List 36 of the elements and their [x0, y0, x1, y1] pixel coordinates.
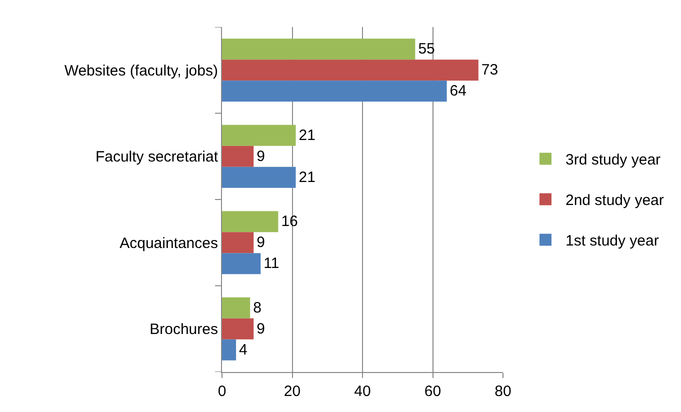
x-tick-label: 60 [424, 383, 442, 400]
data-label: 8 [253, 299, 262, 316]
bar [222, 318, 254, 340]
y-tick-label: Brochures [150, 321, 218, 338]
bar [222, 38, 416, 60]
x-tick-label: 0 [218, 383, 226, 400]
data-label: 11 [264, 255, 280, 272]
data-label: 64 [450, 82, 466, 100]
x-tick-label: 80 [494, 383, 512, 400]
bar [222, 124, 296, 146]
bar [222, 297, 250, 318]
data-label: 9 [256, 320, 265, 338]
bar [222, 60, 478, 81]
y-tick-label: Websites (faculty, jobs) [64, 62, 218, 80]
legend-label: 3rd study year [565, 152, 661, 169]
bar [222, 166, 296, 188]
data-label: 55 [418, 40, 435, 58]
bar [222, 211, 278, 232]
bar [222, 232, 254, 254]
data-label: 9 [256, 234, 265, 252]
y-tick-label: Acquaintances [120, 234, 218, 252]
bar [222, 339, 236, 360]
data-label: 16 [281, 213, 298, 230]
x-tick-label: 40 [354, 383, 371, 400]
bar [222, 80, 447, 102]
legend-label: 1st study year [565, 232, 659, 250]
bar [222, 146, 254, 167]
bar [222, 253, 261, 274]
legend-label: 2nd study year [565, 192, 664, 210]
x-tick-label: 20 [284, 383, 301, 400]
data-label: 4 [239, 341, 248, 358]
data-label: 9 [256, 148, 265, 165]
data-label: 21 [298, 126, 316, 144]
data-label: 73 [481, 62, 498, 79]
data-label: 21 [298, 168, 316, 186]
y-tick-label: Faculty secretariat [95, 148, 219, 166]
